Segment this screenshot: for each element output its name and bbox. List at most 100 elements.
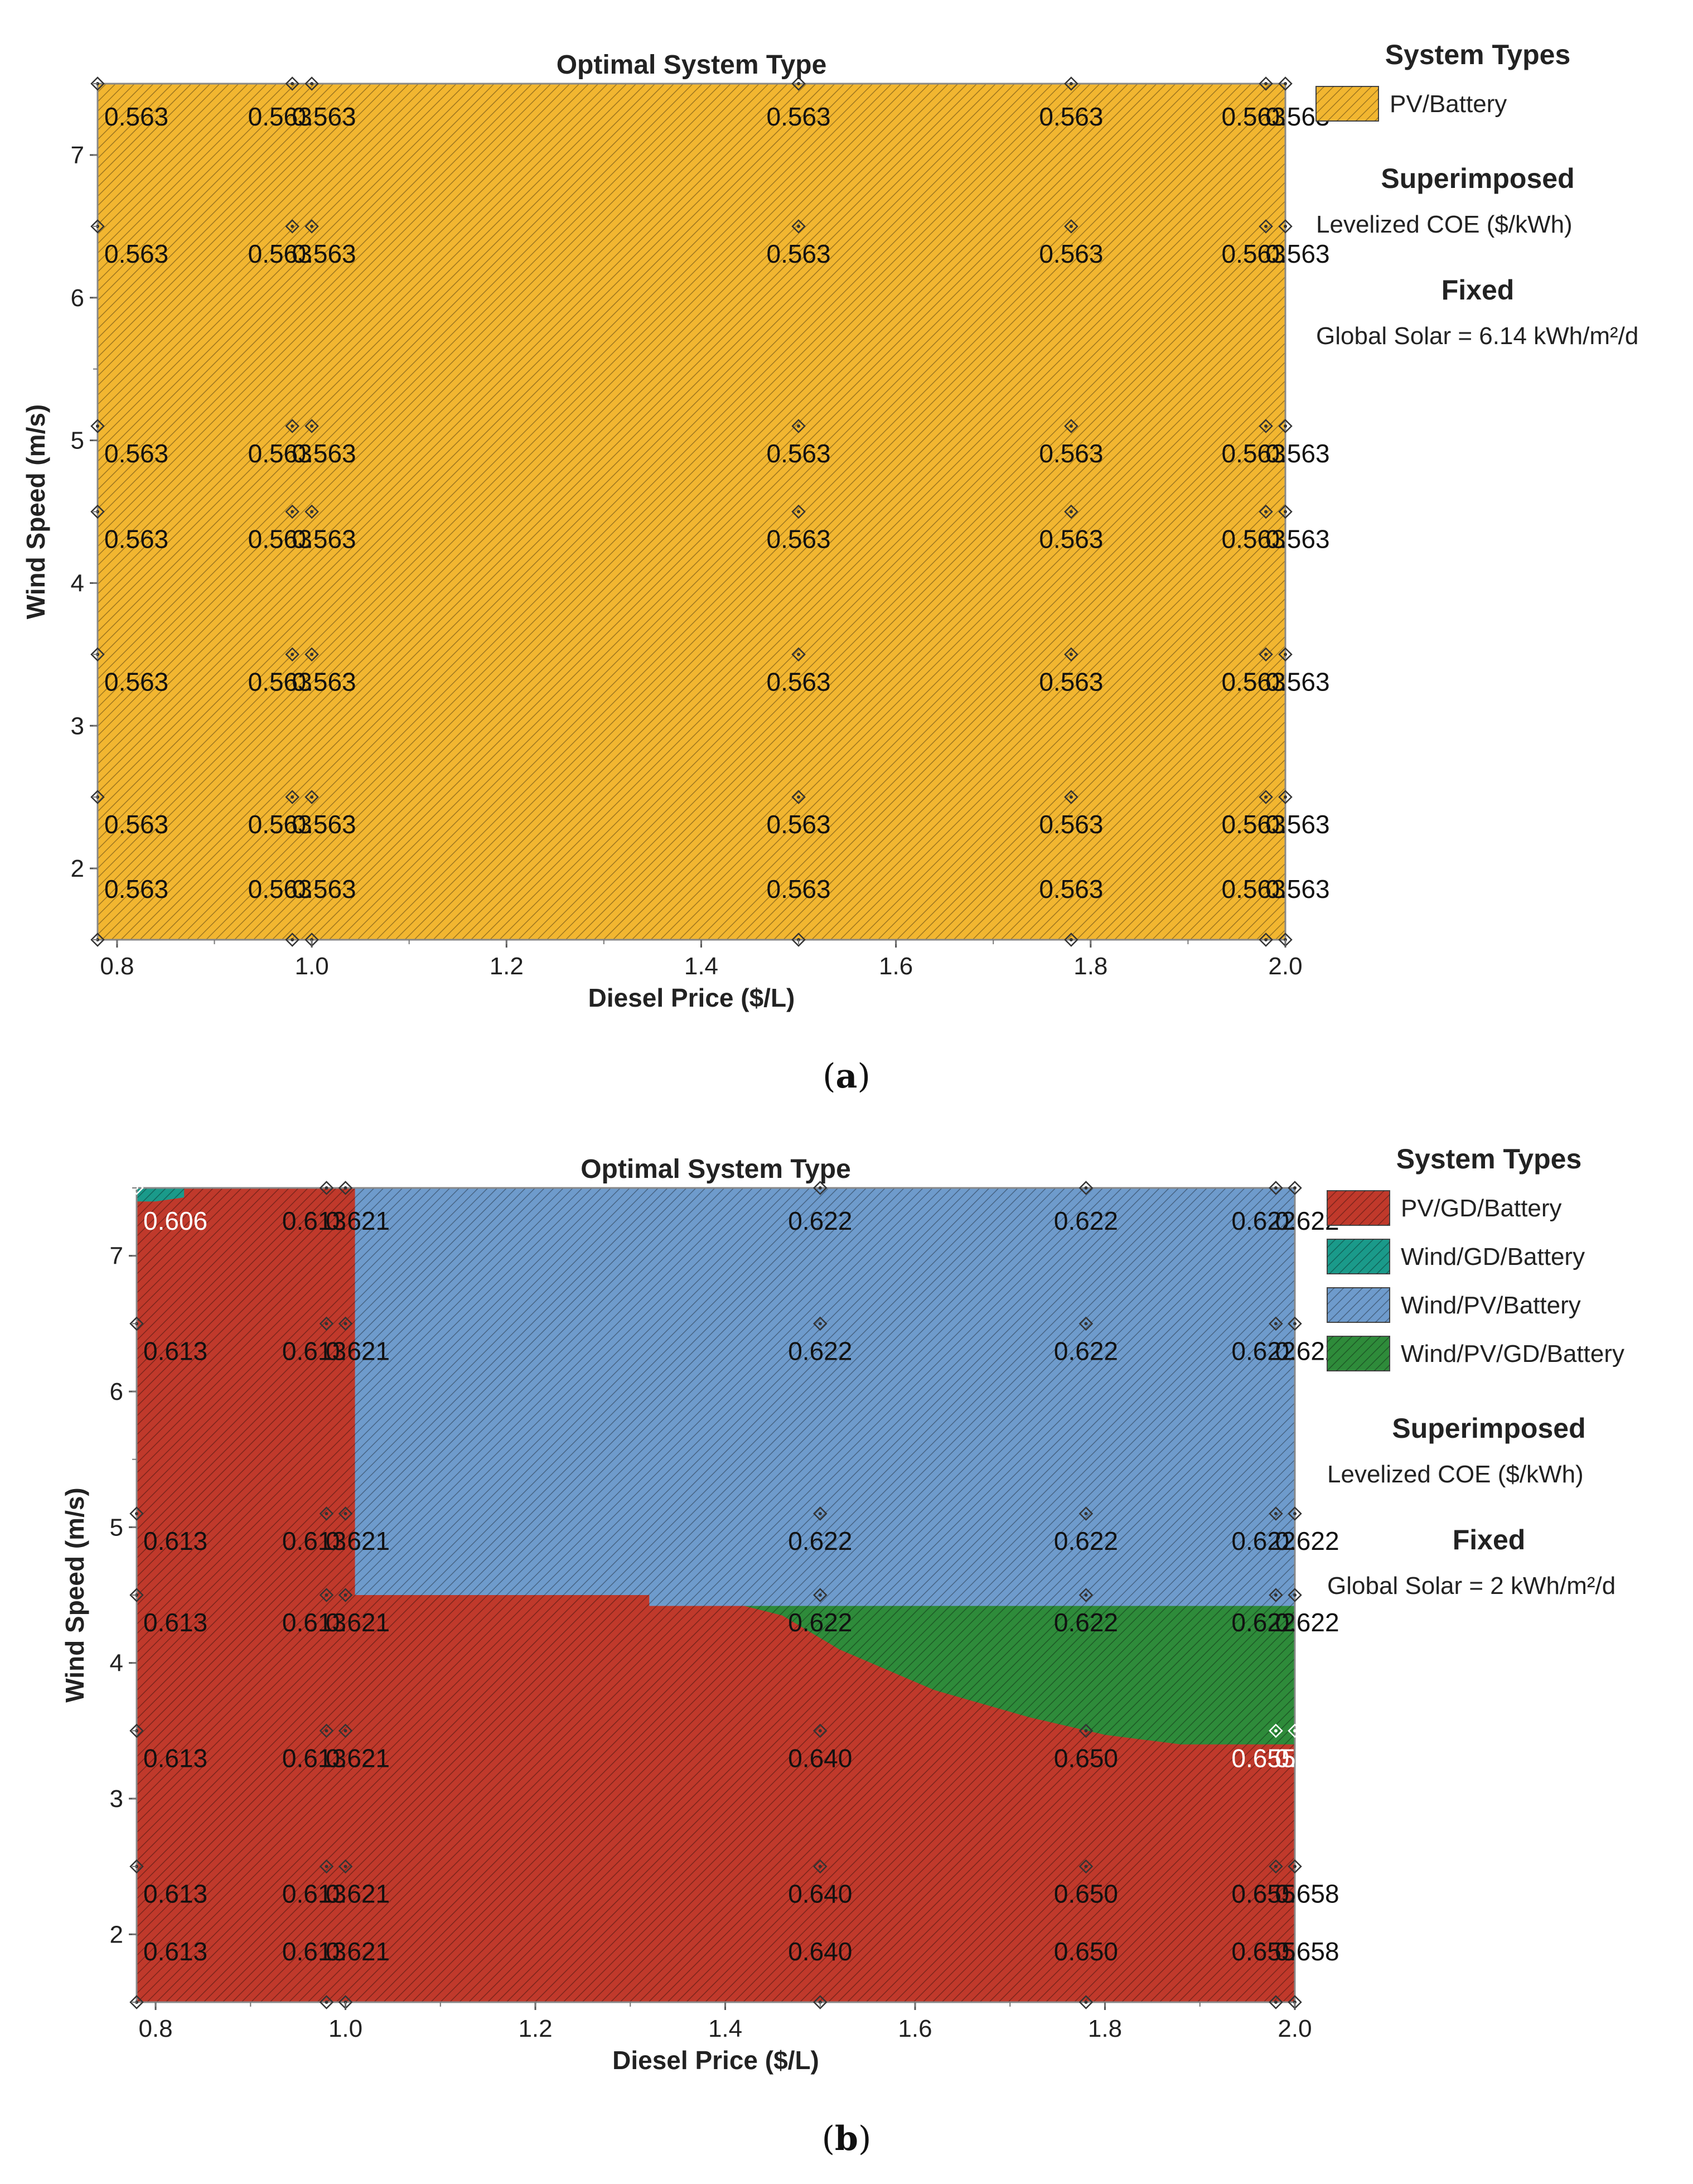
coe-label: 0.563 <box>766 667 830 696</box>
x-tick-label: 1.0 <box>295 953 329 980</box>
sensitivity-marker-dot <box>344 1512 347 1515</box>
sensitivity-marker <box>129 1316 144 1331</box>
sensitivity-marker-dot <box>797 224 801 228</box>
sensitivity-marker <box>304 76 319 91</box>
legend-fixed-title: Fixed <box>1442 274 1515 306</box>
coe-label: 0.622 <box>1054 1608 1118 1637</box>
coe-label: 0.563 <box>292 525 356 554</box>
chart-title: Optimal System Type <box>581 1154 851 1184</box>
y-axis-label: Wind Speed (m/s) <box>21 404 50 620</box>
y-tick-label: 4 <box>71 569 84 597</box>
sensitivity-marker-dot <box>325 1864 328 1868</box>
sensitivity-marker-dot <box>310 653 314 656</box>
x-tick-label: 1.8 <box>1088 2015 1122 2042</box>
sensitivity-marker-dot <box>818 1864 822 1868</box>
sensitivity-marker <box>1269 1506 1283 1521</box>
sensitivity-marker-dot <box>344 1864 347 1868</box>
sensitivity-marker-dot <box>344 1322 347 1326</box>
sensitivity-marker <box>285 647 299 662</box>
sensitivity-marker <box>1269 1995 1283 2009</box>
coe-label: 0.622 <box>1231 1608 1295 1637</box>
sensitivity-marker-dot <box>1293 1593 1297 1597</box>
legend-swatch-hatch <box>1327 1336 1390 1371</box>
sensitivity-marker <box>1078 1723 1094 1738</box>
legend-superimposed-title: Superimposed <box>1381 163 1574 194</box>
coe-label: 0.563 <box>292 810 356 839</box>
sensitivity-marker <box>1269 1723 1283 1738</box>
coe-label: 0.563 <box>292 874 356 903</box>
coe-label: 0.563 <box>248 667 312 696</box>
sensitivity-marker <box>1259 419 1273 433</box>
coe-label: 0.563 <box>1039 102 1103 131</box>
sensitivity-marker-dot <box>1069 653 1073 656</box>
coe-label: 0.613 <box>282 1336 346 1365</box>
coe-label: 0.563 <box>1039 874 1103 903</box>
sensitivity-marker <box>1278 419 1293 433</box>
sensitivity-marker-dot <box>1084 1864 1088 1868</box>
coe-label: 0.622 <box>1231 1336 1295 1365</box>
coe-label: 0.563 <box>766 102 830 131</box>
legend-swatch-hatch <box>1327 1288 1390 1322</box>
region-hatch <box>355 1188 1295 1606</box>
coe-label: 0.563 <box>1222 525 1286 554</box>
sensitivity-marker-dot <box>1069 224 1073 228</box>
x-tick-label: 1.2 <box>490 953 524 980</box>
sensitivity-marker <box>1288 1316 1302 1331</box>
coe-label: 0.563 <box>248 239 312 268</box>
coe-label: 0.613 <box>143 1608 207 1637</box>
sensitivity-marker <box>285 219 299 234</box>
sensitivity-marker <box>1064 790 1078 804</box>
sensitivity-marker-dot <box>1284 82 1287 85</box>
coe-label: 0.563 <box>292 102 356 131</box>
sensitivity-marker <box>813 1723 828 1738</box>
sensitivity-marker-dot <box>797 424 801 428</box>
coe-label: 0.563 <box>292 439 356 468</box>
sensitivity-marker-dot <box>1084 1729 1088 1733</box>
panel-caption: (a) <box>823 1057 870 1096</box>
sensitivity-marker <box>1078 1316 1094 1331</box>
sensitivity-marker-dot <box>1274 1322 1278 1326</box>
sensitivity-marker <box>1278 647 1293 662</box>
coe-label: 0.563 <box>104 239 168 268</box>
coe-label: 0.613 <box>282 1937 346 1966</box>
panel-caption-letter: a <box>836 1057 858 1096</box>
coe-label: 0.621 <box>326 1336 390 1365</box>
sensitivity-marker-dot <box>310 224 314 228</box>
chart-title: Optimal System Type <box>557 50 827 80</box>
sensitivity-marker <box>791 647 806 662</box>
x-tick-label: 1.0 <box>328 2015 362 2042</box>
panel-caption: (b) <box>822 2119 872 2158</box>
coe-label: 0.606 <box>143 1206 207 1235</box>
sensitivity-marker <box>791 504 806 519</box>
sensitivity-marker <box>129 1506 144 1521</box>
sensitivity-marker-dot <box>1284 224 1287 228</box>
sensitivity-marker-dot <box>1264 938 1268 941</box>
y-tick-label: 2 <box>71 855 84 882</box>
sensitivity-marker <box>1278 790 1293 804</box>
region-hatch <box>137 1188 185 1202</box>
sensitivity-marker <box>1288 1506 1302 1521</box>
y-tick-label: 7 <box>110 1243 123 1270</box>
sensitivity-marker-dot <box>325 1186 328 1190</box>
sensitivity-marker <box>1078 1506 1094 1521</box>
sensitivity-marker-dot <box>291 510 294 514</box>
sensitivity-marker <box>1259 76 1273 91</box>
sensitivity-marker-dot <box>291 82 294 85</box>
sensitivity-marker <box>813 1506 828 1521</box>
sensitivity-marker <box>1278 76 1293 91</box>
sensitivity-marker <box>791 219 806 234</box>
sensitivity-marker <box>1078 1859 1094 1874</box>
sensitivity-marker <box>813 1181 828 1195</box>
coe-label: 0.563 <box>1039 525 1103 554</box>
sensitivity-marker <box>338 1859 353 1874</box>
sensitivity-marker-dot <box>325 1512 328 1515</box>
y-tick-label: 3 <box>71 712 84 740</box>
sensitivity-marker-dot <box>344 1186 347 1190</box>
sensitivity-marker <box>319 1506 334 1521</box>
coe-label: 0.621 <box>326 1937 390 1966</box>
coe-label: 0.622 <box>1275 1526 1339 1555</box>
coe-label: 0.613 <box>143 1336 207 1365</box>
sensitivity-marker <box>304 504 319 519</box>
sensitivity-marker-dot <box>291 795 294 799</box>
sensitivity-marker <box>129 1723 144 1738</box>
